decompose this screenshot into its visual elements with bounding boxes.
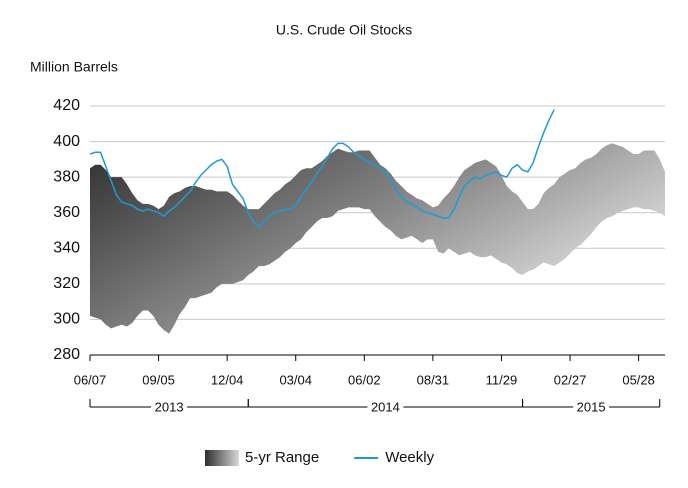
- y-tick-label: 280: [53, 346, 80, 363]
- x-tick-label: 08/31: [417, 372, 450, 387]
- y-tick-label: 300: [53, 311, 80, 328]
- range-band: [90, 143, 665, 334]
- x-tick-label: 02/27: [554, 372, 587, 387]
- legend-swatch: [205, 450, 239, 466]
- legend-label: 5-yr Range: [245, 449, 319, 466]
- x-tick-label: 05/28: [622, 372, 655, 387]
- chart-title: U.S. Crude Oil Stocks: [276, 22, 412, 38]
- year-label: 2013: [155, 399, 184, 414]
- x-tick-label: 12/04: [211, 372, 244, 387]
- year-label-bg: [573, 399, 610, 415]
- year-label: 2014: [371, 399, 400, 414]
- year-label: 2015: [577, 399, 606, 414]
- line: [89, 109, 555, 229]
- y-axis-label: Million Barrels: [30, 59, 118, 75]
- year-label-bg: [151, 399, 188, 415]
- x-tick-label: 11/29: [486, 372, 518, 387]
- x-tick-label: 06/07: [74, 372, 107, 387]
- y-tick-label: 400: [53, 133, 80, 150]
- y-tick-label: 380: [53, 168, 80, 185]
- y-tick-label: 320: [53, 275, 80, 292]
- legend-label: Weekly: [385, 449, 434, 466]
- year-label-bg: [367, 399, 404, 415]
- y-tick-label: 360: [53, 204, 80, 221]
- x-tick-label: 09/05: [142, 372, 175, 387]
- x-tick-label: 03/04: [279, 372, 312, 387]
- x-tick-label: 06/02: [348, 372, 381, 387]
- y-tick-label: 420: [53, 97, 80, 114]
- y-tick-label: 340: [53, 240, 80, 257]
